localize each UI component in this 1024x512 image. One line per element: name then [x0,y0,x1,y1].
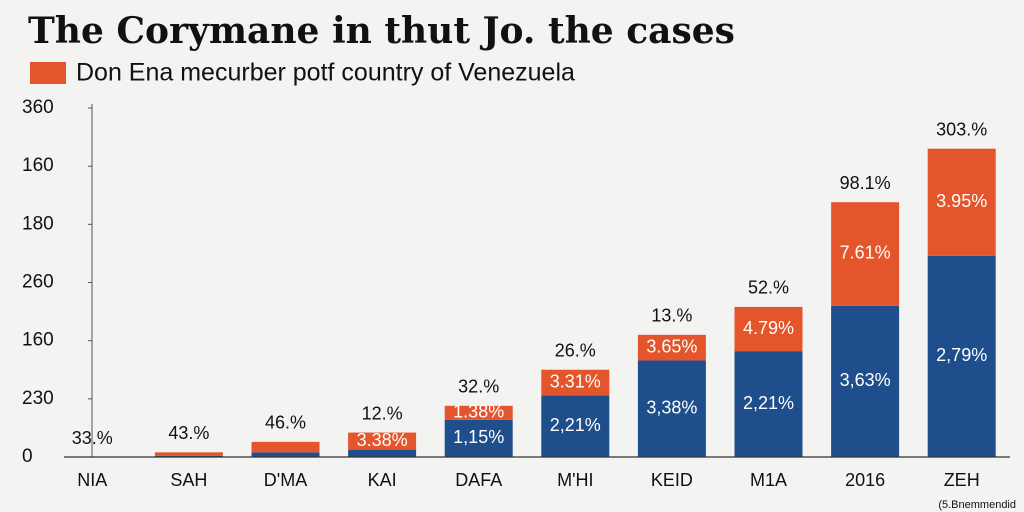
bar-segment [251,452,320,457]
y-tick-label: 0 [22,446,33,467]
legend-swatch [30,62,66,84]
segment-label: 3.65% [646,336,697,356]
total-label: 33.% [72,428,113,448]
total-label: 12.% [362,403,403,423]
bar-segment [541,369,610,396]
bar-segment [444,405,513,420]
segment-label: 3,38% [646,397,697,417]
x-tick-label: ZEH [944,470,980,490]
bar-segment [348,450,417,457]
y-tick-label: 160 [22,330,54,351]
y-tick-label: 230 [22,388,54,409]
segment-label: 1.38% [453,402,504,422]
segment-label: 3.31% [550,371,601,391]
x-tick-label: D'MA [264,470,307,490]
total-label: 32.% [458,377,499,397]
bar-segment [927,255,996,457]
bar-segment [831,202,900,306]
bar-segment [637,360,706,457]
bar-segment [444,419,513,457]
segment-label: 2,21% [743,393,794,413]
chart-title: The Corymane in thut Jo. the cases [28,10,735,52]
y-tick-label: 260 [22,272,54,293]
total-label: 303.% [936,119,987,139]
total-label: 13.% [651,306,692,326]
y-tick-label: 160 [22,155,54,176]
bar-segment [251,441,320,453]
bar-segment [154,452,223,456]
segment-label: 1,15% [453,427,504,447]
x-tick-label: M1A [750,470,787,490]
footnote: (5.Bnemmendid [938,499,1016,511]
y-tick-label: 360 [22,97,54,118]
bar-segment [541,395,610,457]
x-tick-label: KEID [651,470,693,490]
x-tick-label: SAH [170,470,207,490]
bar-segment [927,148,996,256]
segment-label: 2,21% [550,415,601,435]
y-tick-label: 180 [22,213,54,234]
bar-segment [734,351,803,457]
segment-label: 3.95% [936,191,987,211]
total-label: 98.1% [840,173,891,193]
segment-label: 4.79% [743,318,794,338]
bar-segment [734,306,803,352]
bar-segment [637,334,706,361]
bar-segment [831,305,900,457]
segment-label: 3.38% [357,430,408,450]
segment-label: 2,79% [936,345,987,365]
x-tick-label: 2016 [845,470,885,490]
x-tick-label: NIA [77,470,107,490]
x-tick-label: DAFA [455,470,502,490]
segment-label: 3,63% [840,370,891,390]
total-label: 26.% [555,341,596,361]
x-tick-label: KAI [368,470,397,490]
x-tick-label: M'HI [557,470,593,490]
total-label: 43.% [168,423,209,443]
total-label: 46.% [265,413,306,433]
bar-segment [348,432,417,451]
legend-label: Don Ena mecurber potf country of Venezue… [76,59,575,87]
total-label: 52.% [748,278,789,298]
segment-label: 7.61% [840,243,891,263]
